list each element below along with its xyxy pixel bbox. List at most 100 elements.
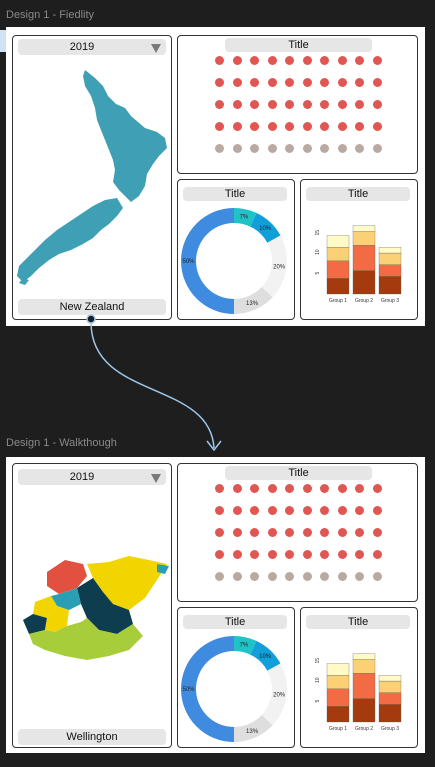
bar-segment[interactable]: [326, 278, 350, 295]
dot-mark: [267, 144, 277, 153]
bar-segment[interactable]: [378, 276, 402, 295]
year-select[interactable]: 2019: [18, 39, 166, 55]
dot-mark: [320, 144, 329, 153]
design-frame-fidelity[interactable]: 2019 New Zealand Title Title 7% 10% 20% 13%…: [6, 27, 425, 326]
dot-mark: [250, 78, 259, 87]
dot-mark: [232, 550, 242, 559]
bar-segment[interactable]: [352, 270, 376, 295]
bar-segment[interactable]: [326, 260, 350, 279]
bar-segment[interactable]: [326, 235, 350, 248]
frame-label[interactable]: Design 1 - Walkthough: [6, 437, 117, 449]
bar-segment[interactable]: [352, 653, 376, 660]
donut-slice[interactable]: [181, 208, 234, 314]
y-tick-label: 10: [315, 677, 321, 683]
donut-data-label: 7%: [240, 643, 249, 649]
donut-data-label: 10%: [259, 654, 272, 660]
donut-chart[interactable]: 7% 10% 20% 13% 50%: [179, 636, 295, 746]
donut-data-label: 13%: [246, 301, 259, 307]
dot-mark: [355, 144, 364, 153]
bar-segment[interactable]: [378, 704, 402, 723]
donut-slice[interactable]: [234, 636, 257, 655]
dot-mark: [337, 550, 347, 559]
chevron-down-icon[interactable]: [151, 474, 161, 483]
new-zealand-map[interactable]: [13, 64, 171, 286]
bar-segment[interactable]: [326, 247, 350, 262]
dot-mark: [232, 100, 242, 109]
bar-segment[interactable]: [378, 252, 402, 265]
bar-segment[interactable]: [378, 264, 402, 277]
donut-chart[interactable]: 7% 10% 20% 13% 50%: [179, 208, 295, 318]
dot-mark: [372, 100, 382, 109]
dot-mark: [285, 78, 294, 87]
dot-mark: [302, 144, 312, 153]
bar-segment[interactable]: [378, 675, 402, 682]
bar-segment[interactable]: [326, 706, 350, 723]
x-tick-label: Group 1: [329, 298, 347, 304]
dot-mark: [267, 528, 277, 537]
chevron-down-icon[interactable]: [151, 44, 161, 53]
connector-start-handle[interactable]: [86, 314, 96, 324]
bar-segment[interactable]: [352, 698, 376, 723]
dot-mark: [285, 56, 294, 65]
donut-slice[interactable]: [234, 287, 273, 314]
dot-mark: [372, 122, 382, 131]
dot-mark: [355, 506, 364, 515]
dot-mark: [355, 56, 364, 65]
bar-segment[interactable]: [378, 247, 402, 254]
dot-mark: [215, 78, 224, 87]
donut-data-label: 20%: [273, 693, 286, 699]
bar-segment[interactable]: [378, 692, 402, 705]
dot-mark: [267, 572, 277, 581]
donut-slice[interactable]: [261, 663, 287, 726]
donut-data-label: 7%: [240, 215, 249, 221]
bar-segment[interactable]: [352, 659, 376, 674]
donut-slice[interactable]: [234, 715, 273, 742]
donut-slice[interactable]: [181, 636, 234, 742]
map-panel: 2019 Wellington: [12, 463, 172, 748]
bar-segment[interactable]: [352, 231, 376, 246]
bar-segment[interactable]: [326, 663, 350, 676]
dot-mark: [320, 78, 329, 87]
donut-slice[interactable]: [250, 641, 281, 671]
dot-mark: [302, 506, 312, 515]
panel-title: Title: [183, 187, 287, 201]
map-region-label: Wellington: [18, 729, 166, 745]
dot-mark: [337, 122, 347, 131]
dot-mark: [250, 550, 259, 559]
y-tick-label: 10: [315, 249, 321, 255]
stacked-bar-chart[interactable]: 5 10 15 Group 1 Group 2 Group 3: [309, 206, 409, 308]
frame-label[interactable]: Design 1 - Fiedlity: [6, 9, 95, 21]
donut-slice[interactable]: [250, 213, 281, 243]
dot-mark: [285, 528, 294, 537]
dot-mark: [320, 100, 329, 109]
prototype-connector[interactable]: [80, 310, 230, 462]
panel-title: Title: [183, 615, 287, 629]
dot-chart-panel: Title: [177, 35, 418, 174]
stacked-bar-chart[interactable]: 5 10 15 Group 1 Group 2 Group 3: [309, 634, 409, 736]
bar-segment[interactable]: [378, 680, 402, 693]
bar-panel: Title 5 10 15 Group 1 Group 2 Group 3: [300, 607, 418, 748]
dot-mark: [215, 484, 224, 493]
dot-mark: [337, 572, 347, 581]
design-frame-walkthrough[interactable]: 2019 Wellington Title Title 7% 10% 20% 13% 5…: [6, 457, 425, 753]
dot-mark: [250, 506, 259, 515]
bar-segment[interactable]: [352, 673, 376, 699]
dot-mark: [232, 122, 242, 131]
wellington-region-map[interactable]: [17, 552, 169, 662]
donut-slice[interactable]: [234, 208, 257, 227]
bar-segment[interactable]: [352, 225, 376, 232]
donut-data-label: 50%: [182, 687, 195, 693]
dot-mark: [232, 144, 242, 153]
bar-segment[interactable]: [352, 245, 376, 271]
donut-data-label: 20%: [273, 265, 286, 271]
dot-mark: [337, 100, 347, 109]
donut-slice[interactable]: [261, 235, 287, 298]
panel-title: Title: [306, 187, 410, 201]
bar-segment[interactable]: [326, 688, 350, 707]
dot-grid: [215, 484, 385, 594]
dot-mark: [285, 506, 294, 515]
dot-mark: [372, 484, 382, 493]
dot-mark: [250, 122, 259, 131]
bar-segment[interactable]: [326, 675, 350, 690]
year-select[interactable]: 2019: [18, 469, 166, 485]
